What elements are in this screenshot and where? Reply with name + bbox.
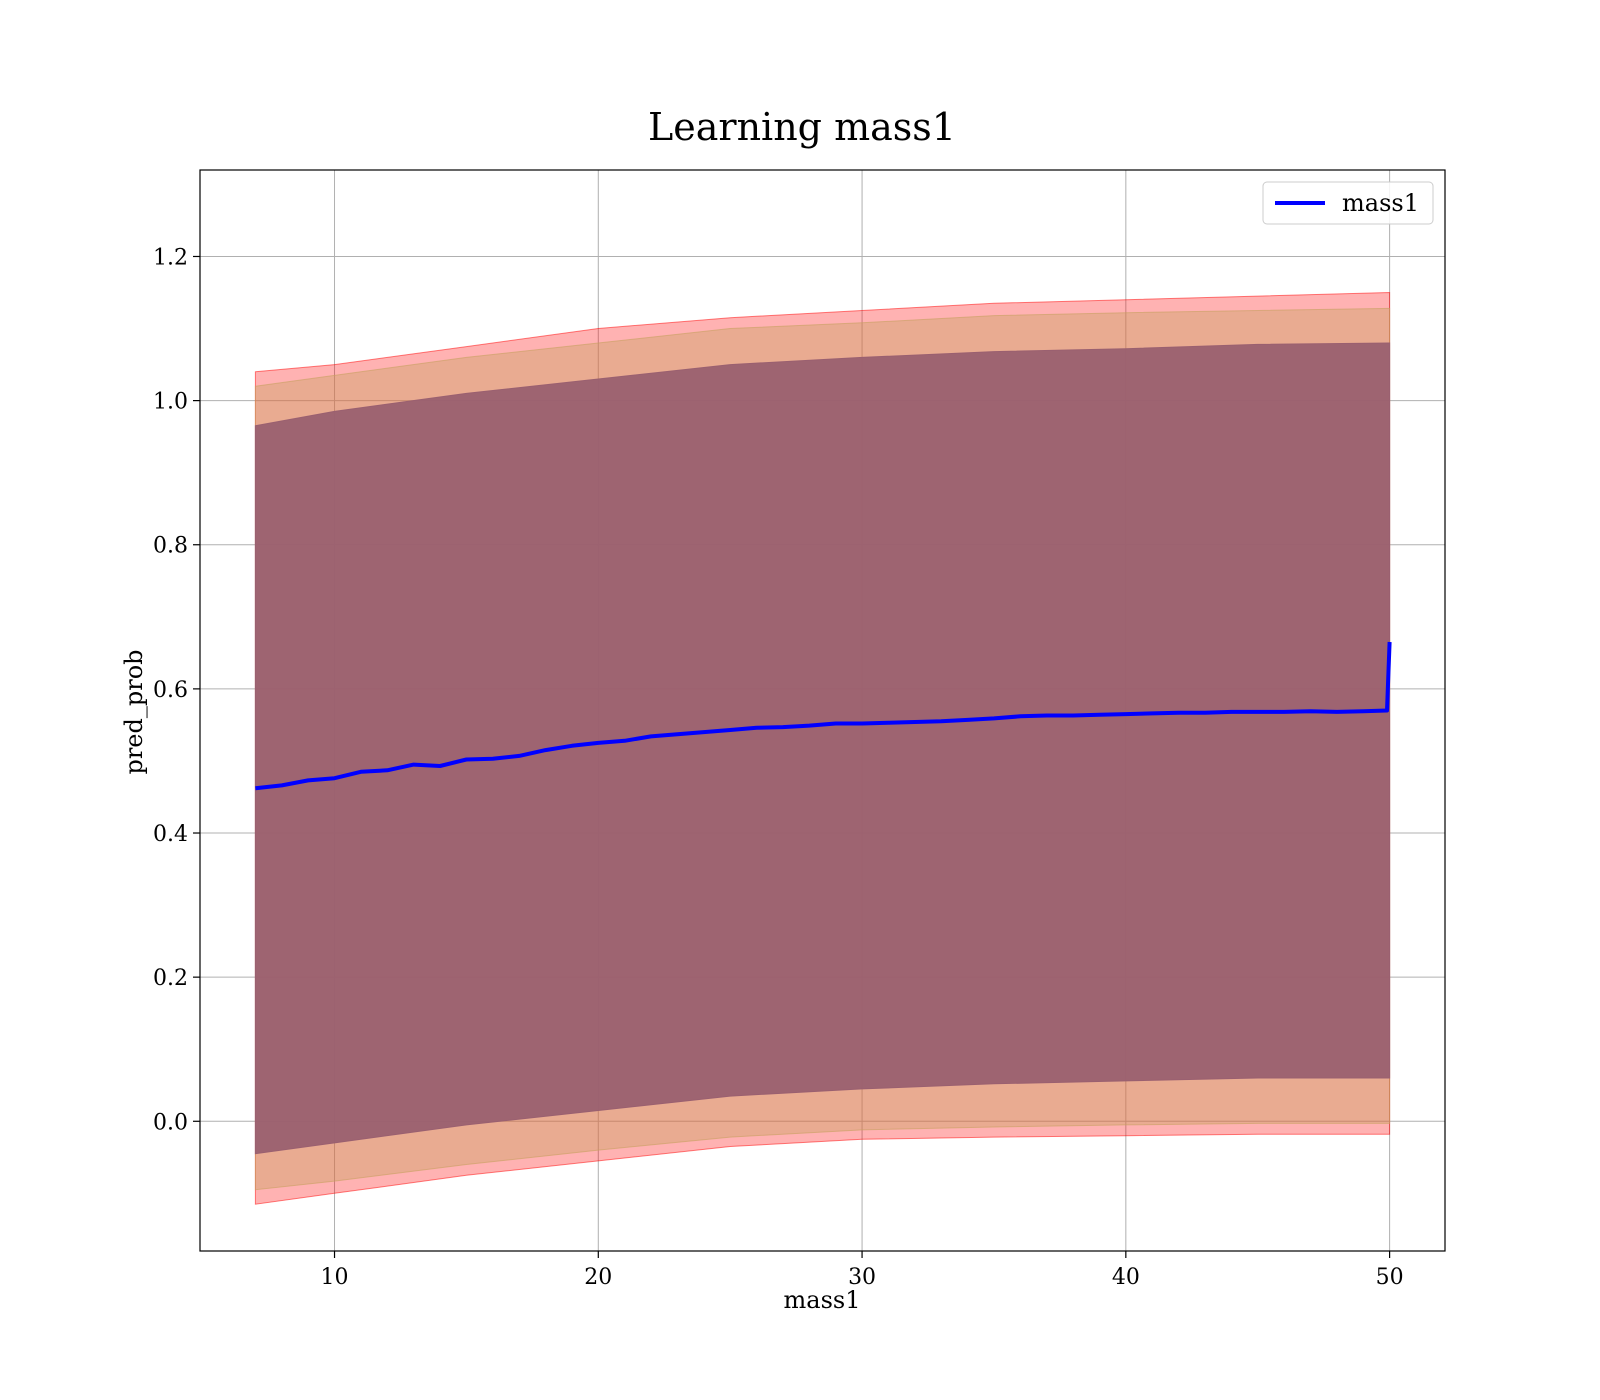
y-tick-label: 0.0	[153, 1110, 188, 1135]
line-layer	[255, 641, 1392, 791]
band-layer	[254, 291, 1391, 1205]
x-tick-label: 30	[848, 1265, 876, 1290]
y-tick-label: 0.4	[153, 822, 188, 847]
y-axis-label: pred_prob	[120, 649, 148, 774]
legend-label-mass1: mass1	[1342, 189, 1419, 217]
x-tick-label: 20	[584, 1265, 612, 1290]
y-tick-label: 1.0	[153, 390, 188, 415]
series-line-mass1	[255, 641, 1392, 791]
tick-layer: 10 20 30 40 50 0.0 0.2 0.4 0.6 0.8 1.0 1.2	[153, 245, 1404, 1290]
x-tick-label: 40	[1112, 1265, 1140, 1290]
x-tick-label: 50	[1376, 1265, 1404, 1290]
legend: mass1	[1262, 181, 1434, 225]
axes-frame	[199, 169, 1446, 1252]
legend-box	[1262, 181, 1434, 225]
y-tick-label: 0.2	[153, 966, 188, 991]
y-tick-label: 0.6	[153, 678, 188, 703]
confidence-band-2	[254, 342, 1391, 1155]
x-axis-label: mass1	[784, 1286, 861, 1314]
y-tick-label: 0.8	[153, 534, 188, 559]
x-tick-label: 10	[321, 1265, 349, 1290]
chart-title: Learning mass1	[648, 105, 956, 149]
y-tick-label: 1.2	[153, 245, 188, 270]
